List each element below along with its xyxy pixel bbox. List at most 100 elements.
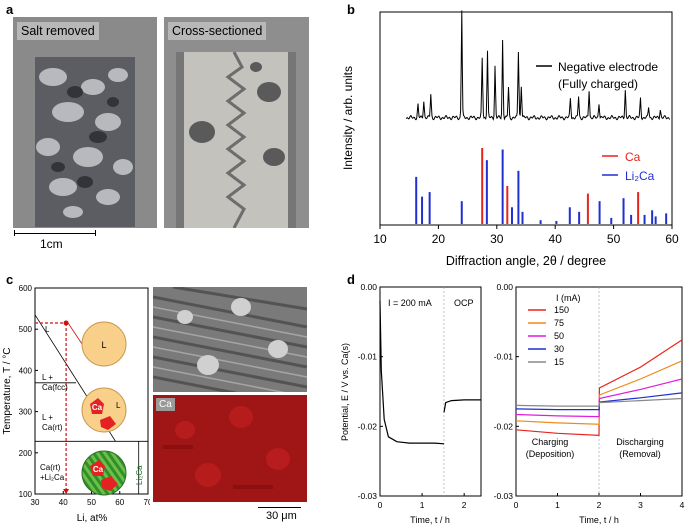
legend-li2ca: Li₂Ca	[625, 169, 655, 183]
d-left-ytick-label: 0.00	[360, 282, 377, 292]
panel-d-xlabel-left: Time, t / h	[410, 515, 450, 525]
d-left-xtick-label: 1	[420, 500, 425, 510]
region-L-Ca-fcc-2: Ca(fcc)	[42, 383, 68, 392]
phase-ytick-label: 100	[19, 490, 33, 499]
panel-c-scalebar-label: 30 μm	[266, 510, 297, 522]
circle-L: L	[101, 340, 106, 350]
d-right-xtick-label: 2	[597, 500, 602, 510]
d-left-ytick-label: -0.03	[358, 491, 378, 501]
d-right-ytick-label: -0.02	[494, 421, 514, 431]
phase-xtick-label: 40	[59, 498, 68, 507]
d-legend-label: 150	[554, 305, 569, 315]
panel-c-phase-diagram: 30 40 50 60 70 100 200 300 400 500 600 L L + Ca(fc…	[2, 284, 150, 524]
circle-L2: L	[116, 401, 121, 410]
phase-ytick-label: 500	[19, 325, 33, 334]
d-right-xtick-label: 1	[555, 500, 560, 510]
panel-b-chart: 10 20 30 40 50 60 Intensity / arb. units Diff…	[341, 10, 679, 268]
xrd-xtick-label: 20	[432, 232, 446, 246]
d-left-ytick-label: -0.01	[358, 352, 378, 362]
connector-1	[67, 322, 83, 345]
d-left-xtick-label: 0	[378, 500, 383, 510]
removal-label: (Removal)	[619, 449, 661, 459]
ca-grain-2	[100, 416, 116, 430]
panel-a-label: a	[6, 2, 14, 17]
sem-image	[153, 287, 307, 392]
d-right-xtick-label: 3	[638, 500, 643, 510]
ca-grain-1	[90, 398, 104, 414]
panel-c-xlabel: Li, at%	[77, 513, 108, 524]
d-left-line	[443, 399, 481, 413]
xrd-pattern-line	[405, 10, 671, 121]
legend-title: I (mA)	[556, 293, 581, 303]
cross-sectioned-image	[164, 17, 309, 228]
legend-fully-charged: (Fully charged)	[558, 77, 638, 91]
region-Li2Ca: Li₂Ca	[135, 465, 144, 485]
phase-xtick-label: 60	[115, 498, 124, 507]
cooling-start-dot	[63, 320, 69, 326]
d-right-ytick-label: 0.00	[496, 282, 513, 292]
d-legend-label: 15	[554, 357, 564, 367]
photo-salt-removed: Salt removed	[13, 17, 157, 228]
panel-d-chart: 0.00 0.00-0.01 -0.01-0.02 -0.02-0.03 -0.030 1…	[340, 282, 685, 525]
region-L-Ca-rt-1: L +	[42, 413, 53, 422]
xrd-xtick-label: 10	[373, 232, 387, 246]
liquid-circle	[81, 321, 127, 367]
cooling-arrow	[63, 489, 70, 494]
discharging-label: Discharging	[616, 437, 664, 447]
xrd-xtick-label: 40	[549, 232, 563, 246]
d-right-xtick-label: 4	[680, 500, 685, 510]
ca-grain-3	[90, 460, 105, 476]
d-legend-label: 30	[554, 344, 564, 354]
circle-Ca: Ca	[92, 403, 103, 412]
phase-xtick-label: 50	[87, 498, 96, 507]
phase-xtick-label: 70	[144, 498, 150, 507]
panel-b-ylabel: Intensity / arb. units	[341, 66, 355, 170]
phase-ytick-label: 300	[19, 408, 33, 417]
phase-xtick-label: 30	[31, 498, 40, 507]
salt-removed-image	[13, 17, 157, 228]
photo-cross-sectioned: Cross-sectioned	[164, 17, 309, 228]
d-left-line	[379, 300, 445, 445]
region-L-Ca-fcc-1: L +	[42, 373, 53, 382]
region-Ca-Li2Ca-2: +Li₂Ca	[40, 473, 65, 482]
panel-d-xlabel-right: Time, t / h	[579, 515, 619, 525]
panel-c-label: c	[6, 272, 14, 287]
panel-a-scalebar-label: 1cm	[40, 237, 63, 251]
region-L: L	[45, 325, 50, 334]
phase-ytick-label: 600	[19, 284, 33, 293]
cross-sectioned-label: Cross-sectioned	[168, 22, 267, 40]
panel-c-ylabel: Temperature, T / °C	[2, 348, 13, 435]
panel-c-scalebar	[258, 507, 301, 508]
ocp-label: OCP	[454, 298, 474, 308]
current-label: I = 200 mA	[388, 298, 432, 308]
panel-d-ylabel: Potential, E / V vs. Ca(s)	[340, 343, 350, 441]
liquid-ca-circle	[81, 387, 127, 433]
panel-d-left-frame	[379, 286, 482, 497]
region-L-Ca-rt-2: Ca(rt)	[42, 423, 63, 432]
xrd-xtick-label: 60	[665, 232, 679, 246]
d-right-ytick-label: -0.03	[494, 491, 514, 501]
ca-map-image: Ca	[153, 395, 307, 502]
d-left-xtick-label: 2	[462, 500, 467, 510]
panel-b-xlabel: Diffraction angle, 2θ / degree	[446, 254, 606, 268]
charging-label: Charging	[532, 437, 569, 447]
phase-ytick-label: 200	[19, 449, 33, 458]
deposition-label: (Deposition)	[526, 449, 575, 459]
region-Ca-Li2Ca-1: Ca(rt)	[40, 463, 61, 472]
d-right-xtick-label: 0	[514, 500, 519, 510]
d-right-line-15	[515, 397, 683, 407]
xrd-xtick-label: 50	[607, 232, 621, 246]
salt-removed-label: Salt removed	[17, 22, 99, 40]
legend-ca: Ca	[625, 150, 641, 164]
panel-b-label: b	[347, 2, 355, 17]
d-right-ytick-label: -0.01	[494, 352, 514, 362]
phase-ytick-label: 400	[19, 366, 33, 375]
panel-b-frame	[379, 11, 673, 226]
panel-d-label: d	[347, 272, 355, 287]
d-legend-label: 75	[554, 318, 564, 328]
ca-map-label: Ca	[156, 398, 175, 411]
ca-map-graphic	[153, 395, 307, 502]
panel-a-scalebar	[14, 233, 96, 234]
ca-grain-4	[101, 476, 118, 491]
d-legend-label: 50	[554, 331, 564, 341]
